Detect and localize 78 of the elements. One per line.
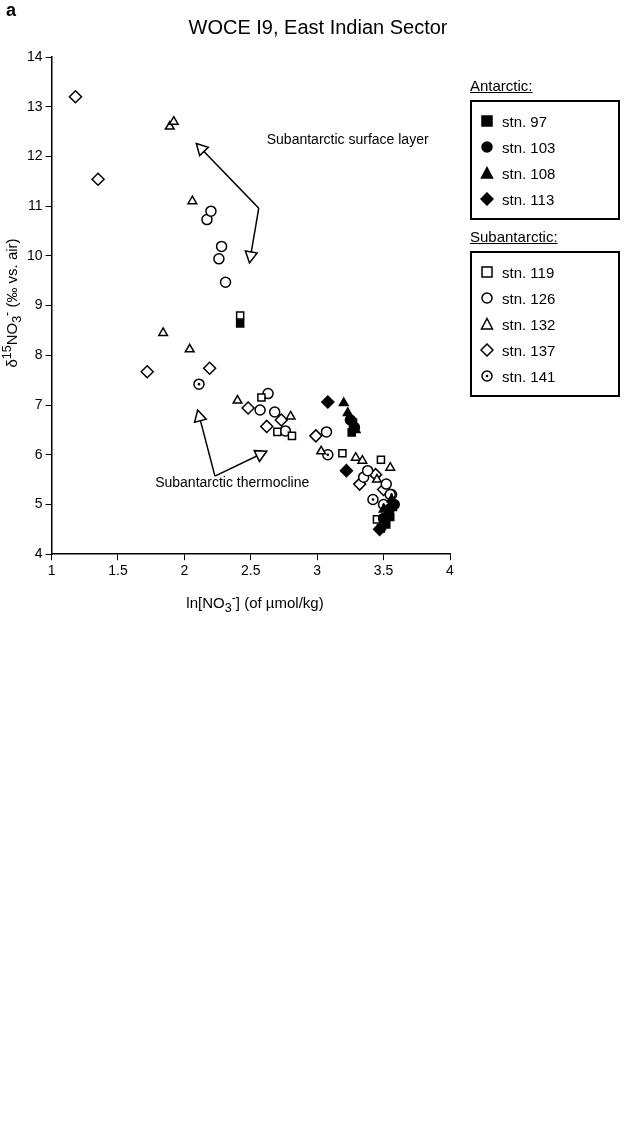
point: [184, 343, 195, 353]
point: [215, 240, 228, 253]
point: [339, 463, 354, 478]
text: a: [6, 0, 17, 21]
point: [338, 397, 349, 407]
x-tick-label: 1: [47, 562, 56, 579]
legend-label: stn. 97: [502, 112, 548, 130]
point: [316, 445, 327, 455]
point: [168, 115, 179, 125]
legend-label: stn. 103: [502, 138, 556, 156]
legend-label: stn. 141: [502, 367, 556, 385]
y-tick-label: 10: [26, 246, 43, 263]
x-tick-label: 4: [446, 562, 455, 579]
point: [371, 473, 383, 483]
x-tick-label: 2: [180, 562, 189, 579]
point: [187, 195, 198, 205]
y-tick-label: 13: [26, 97, 43, 114]
x-axis-title: ln[NO$_{3}$$^{-}$] (of µmol/kg): [185, 591, 325, 615]
y-tick-label: 6: [34, 445, 43, 462]
point: [254, 404, 266, 416]
point: [193, 378, 205, 390]
point: [367, 493, 379, 506]
point: [219, 276, 232, 288]
point: [274, 413, 289, 427]
text: Antarctic:: [470, 77, 534, 94]
point: [380, 478, 392, 490]
point: [213, 253, 225, 265]
point: [376, 455, 386, 465]
y-tick-label: 9: [34, 296, 43, 313]
point: [388, 498, 400, 511]
point: [320, 426, 333, 438]
point: [357, 454, 368, 464]
point: [338, 448, 347, 458]
point: [158, 327, 169, 337]
chart-title: WOCE I9, East Indian Sector: [188, 16, 448, 38]
x-tick-label: 3.5: [373, 562, 394, 579]
y-tick-label: 14: [26, 47, 43, 64]
annotation: Subantarctic surface layer: [266, 131, 429, 148]
point: [285, 410, 296, 420]
y-tick-label: 12: [26, 147, 43, 164]
point: [241, 401, 255, 415]
point: [68, 90, 83, 104]
legend-label: stn. 126: [502, 289, 556, 307]
x-tick-label: 1.5: [108, 562, 128, 579]
point: [268, 406, 281, 418]
y-tick-label: 7: [34, 395, 43, 412]
y-tick-label: 8: [34, 346, 43, 363]
x-tick-label: 2.5: [241, 562, 261, 579]
point: [259, 419, 274, 434]
y-tick-label: 11: [28, 197, 43, 214]
legend-label: stn. 132: [502, 315, 556, 333]
point: [347, 428, 357, 437]
text: Subantarctic:: [470, 228, 559, 245]
point: [309, 429, 323, 443]
legend-label: stn. 119: [502, 263, 555, 281]
point: [287, 431, 297, 441]
point: [348, 418, 358, 427]
y-tick-label: 4: [34, 545, 43, 562]
point: [257, 393, 266, 402]
point: [201, 213, 213, 226]
point: [385, 461, 396, 471]
point: [350, 451, 361, 461]
point: [140, 364, 154, 379]
point: [273, 427, 282, 437]
point: [232, 394, 243, 404]
point: [235, 319, 245, 328]
y-tick-label: 5: [34, 495, 43, 512]
point: [202, 361, 217, 375]
annotation: Subantarctic thermocline: [155, 474, 310, 491]
legend-label: stn. 113: [502, 190, 555, 208]
point: [321, 395, 335, 409]
point: [91, 172, 105, 187]
legend-label: stn. 108: [502, 164, 556, 182]
legend-label: stn. 137: [502, 341, 556, 359]
point: [205, 205, 217, 217]
x-tick-label: 3: [313, 562, 322, 579]
point: [235, 311, 245, 320]
point: [361, 464, 374, 477]
